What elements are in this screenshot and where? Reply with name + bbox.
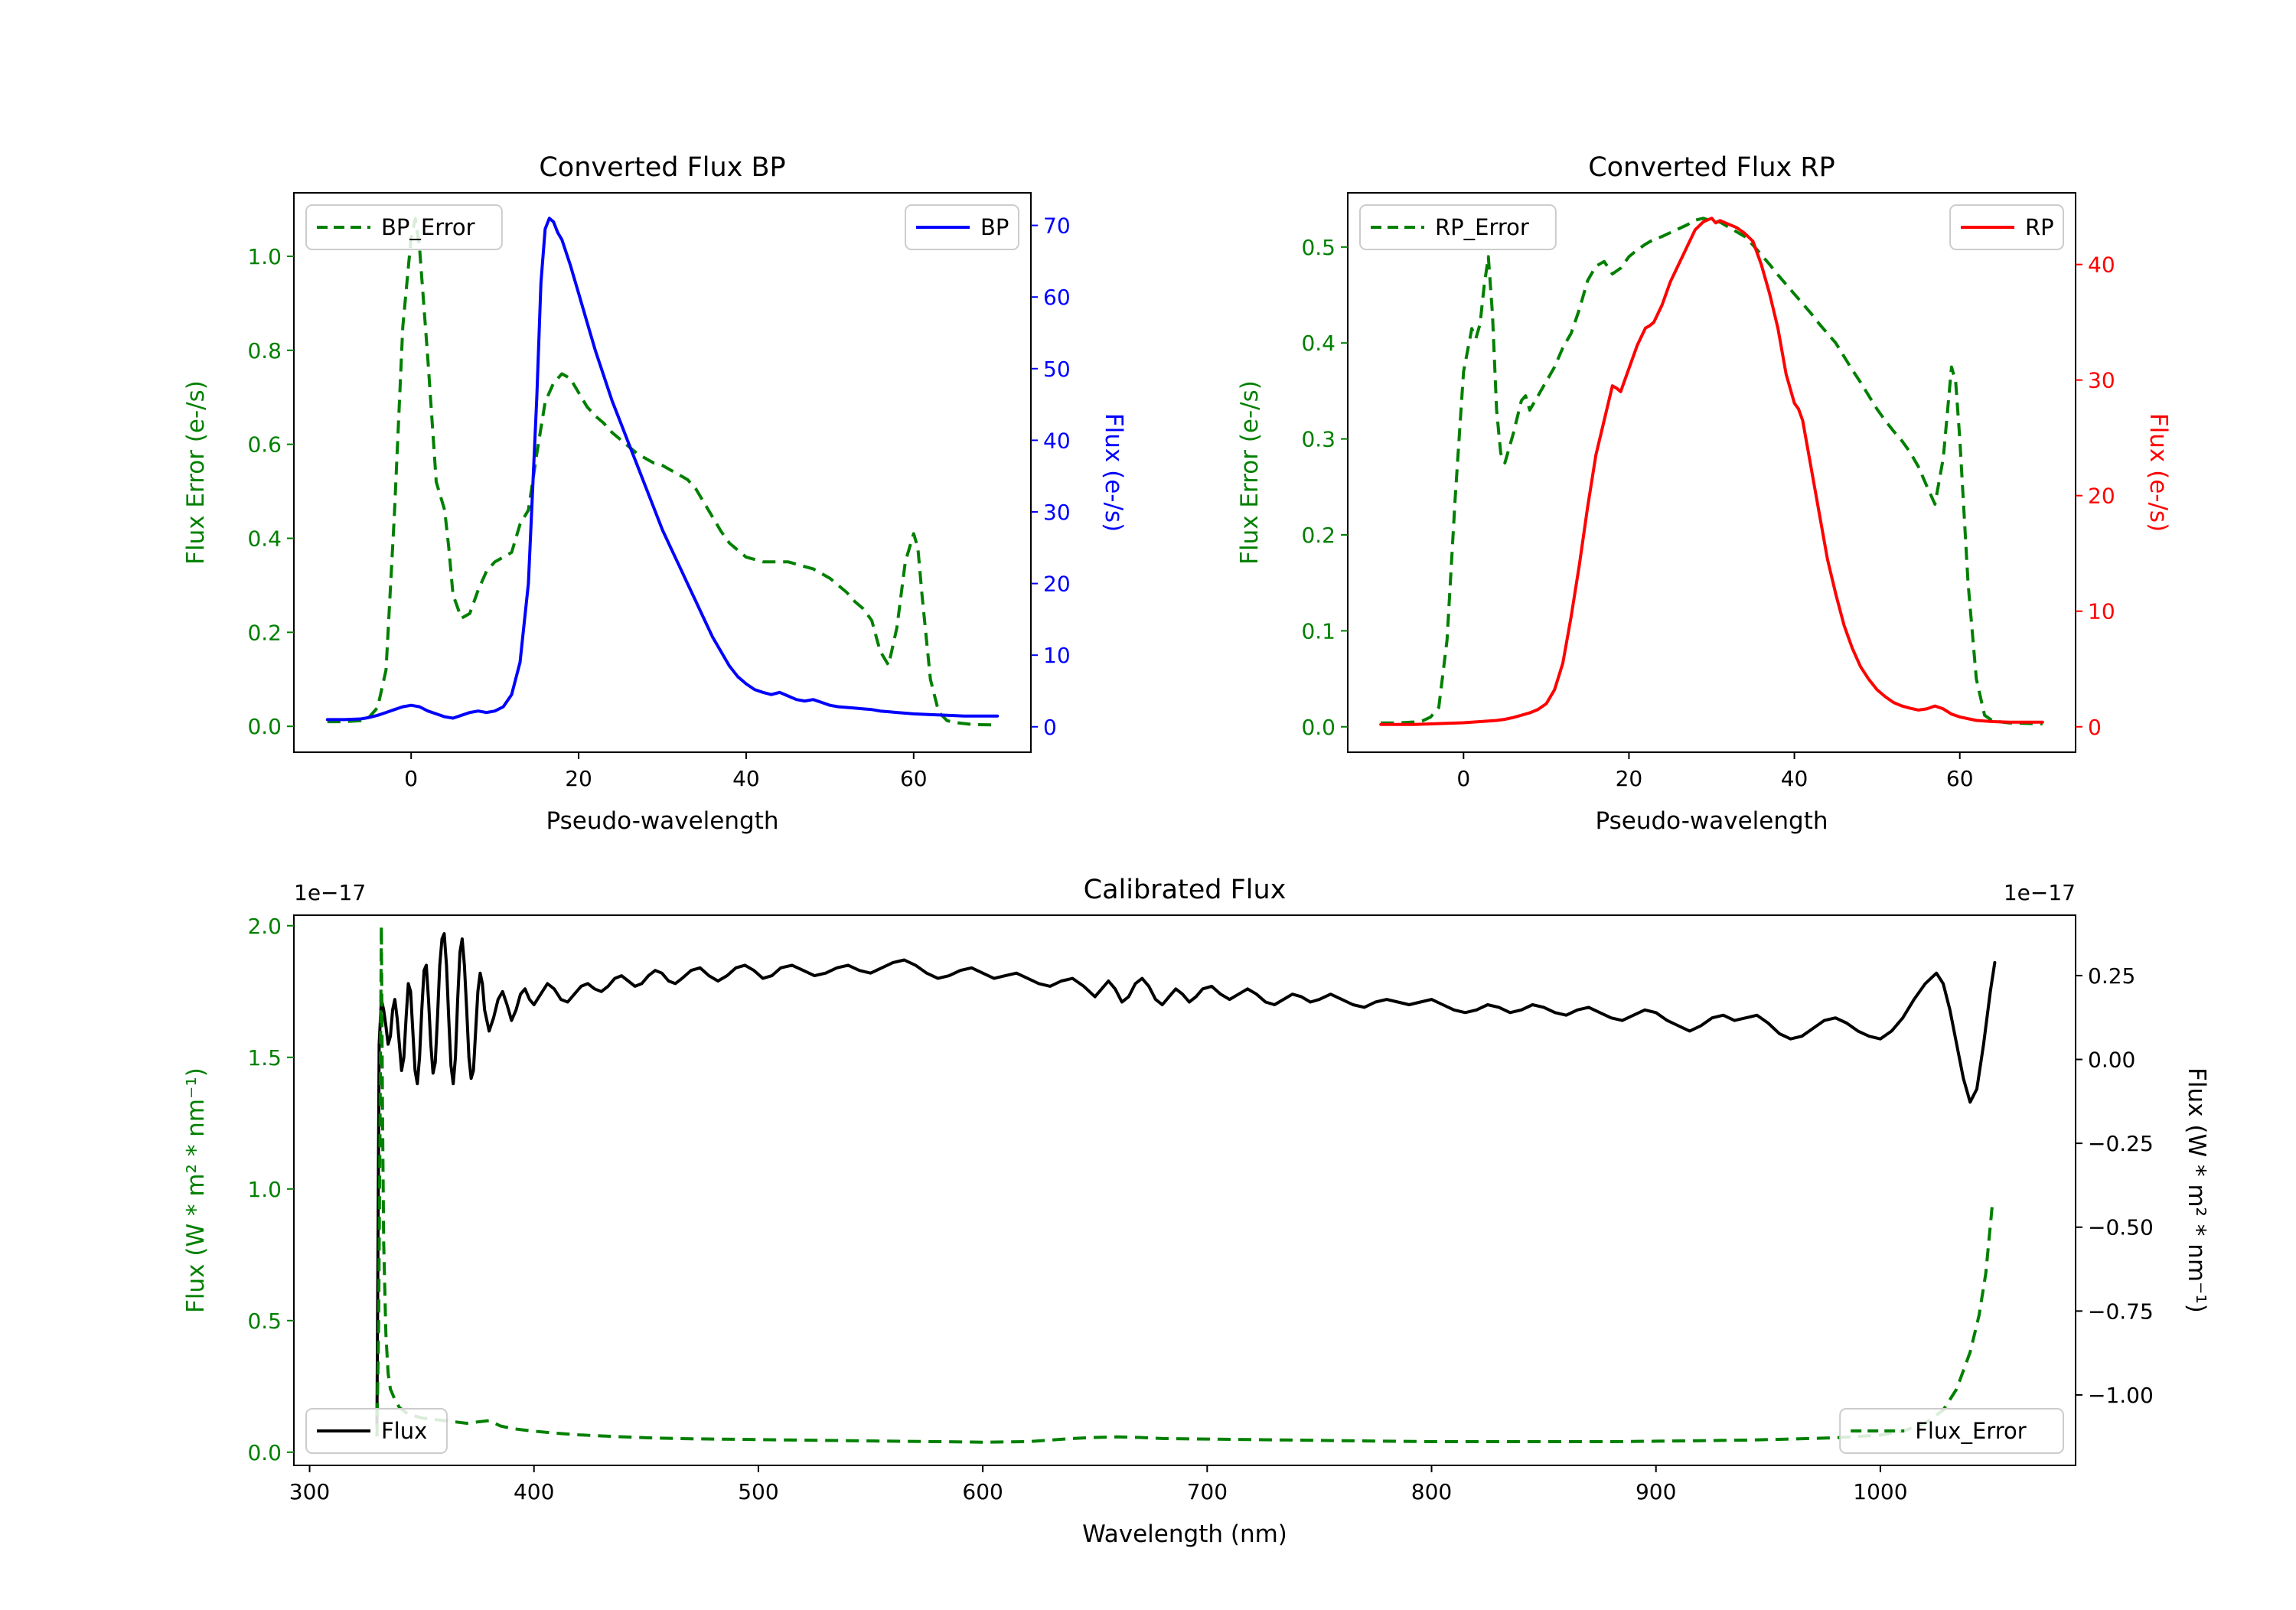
- rp-ylabel-right: Flux (e-/s): [2144, 413, 2172, 532]
- bp-yright-tick-label: 30: [1043, 500, 1071, 525]
- bp-yright-tick-label: 40: [1043, 428, 1071, 453]
- rp-yleft-tick-label: 0.0: [1301, 715, 1336, 740]
- rp-yright-tick-label: 30: [2088, 368, 2115, 393]
- cal-yleft-tick-label: 2.0: [247, 914, 282, 939]
- rp-yright-tick-label: 40: [2088, 253, 2115, 278]
- rp-subplot: Converted Flux RP 0 20 40 60 Pseudo-wavelengt…: [1236, 152, 2172, 835]
- legend-label: BP_Error: [381, 214, 475, 240]
- bp-yleft-tick-label: 0.8: [247, 338, 282, 363]
- cal-yright-tick-label: 0.25: [2088, 963, 2135, 989]
- rp-ylabel-left: Flux Error (e-/s): [1236, 380, 1264, 565]
- cal-x-tick-label: 400: [514, 1479, 554, 1504]
- bp-yleft-tick-label: 0.2: [247, 620, 282, 645]
- legend-frame: [305, 204, 503, 250]
- cal-yleft-tick-label: 0.0: [247, 1440, 282, 1465]
- legend-frame: [1839, 1408, 2064, 1454]
- rp-yright-tick-label: 0: [2088, 715, 2102, 740]
- legend-label: Flux: [381, 1418, 427, 1444]
- cal-x-tick-label: 900: [1636, 1479, 1676, 1504]
- bp-x-tick-label: 20: [565, 766, 592, 791]
- cal-axes-frame: [293, 914, 2076, 1466]
- cal-yright-tick-label: 0.00: [2088, 1048, 2135, 1073]
- rp-yleft-tick-label: 0.3: [1301, 427, 1336, 452]
- bp-yright-tick-label: 70: [1043, 213, 1071, 239]
- cal-x-tick-label: 500: [738, 1479, 778, 1504]
- legend-frame: [305, 1408, 448, 1454]
- bp-yleft-tick-label: 1.0: [247, 244, 282, 269]
- bp-x-tick-label: 60: [900, 766, 928, 791]
- cal-x-tick-label: 1000: [1853, 1479, 1907, 1504]
- cal-yleft-tick-label: 1.0: [247, 1177, 282, 1202]
- rp-x-tick-label: 20: [1616, 766, 1643, 791]
- cal-yleft-tick-label: 1.5: [247, 1045, 282, 1071]
- rp-x-tick-label: 0: [1456, 766, 1470, 791]
- legend-label: RP: [2025, 214, 2054, 240]
- bp-yleft-tick-label: 0.4: [247, 526, 282, 552]
- rp-yleft-tick-label: 0.4: [1301, 331, 1336, 356]
- cal-title: Calibrated Flux: [1084, 875, 1287, 905]
- bp-yleft-tick-label: 0.0: [247, 714, 282, 739]
- bp-ylabel-left: Flux Error (e-/s): [182, 380, 210, 565]
- rp-yleft-tick-label: 0.2: [1301, 523, 1336, 548]
- cal-xlabel: Wavelength (nm): [1082, 1520, 1287, 1548]
- cal-offset-right: 1e−17: [2004, 880, 2076, 905]
- cal-legend-flux_error: Flux_Error: [1839, 1408, 2064, 1454]
- rp-yright-tick-label: 20: [2088, 484, 2115, 509]
- rp-x-tick-label: 60: [1946, 766, 1974, 791]
- cal-x-tick-label: 600: [962, 1479, 1003, 1504]
- bp-legend-bp_error: BP_Error: [305, 204, 503, 250]
- rp-series-rp_error-line: [1381, 217, 2043, 725]
- bp-title: Converted Flux BP: [539, 152, 785, 183]
- rp-legend-rp: RP: [1949, 204, 2065, 250]
- cal-series-flux-line: [375, 932, 1997, 1428]
- rp-yleft-tick-label: 0.1: [1301, 618, 1336, 644]
- rp-x-tick-label: 40: [1781, 766, 1808, 791]
- rp-yleft-tick-label: 0.5: [1301, 235, 1336, 260]
- rp-xlabel: Pseudo-wavelength: [1595, 807, 1828, 835]
- cal-offset-left: 1e−17: [294, 880, 366, 905]
- bp-series-bp_error-line: [327, 217, 998, 727]
- cal-yright-tick-label: −0.50: [2088, 1215, 2154, 1240]
- bp-subplot: Converted Flux BP 0 20 40 60 Pseudo-wavelengt…: [182, 152, 1127, 835]
- cal-x-tick-label: 700: [1187, 1479, 1228, 1504]
- bp-yright-tick-label: 50: [1043, 357, 1071, 382]
- cal-ylabel-right: Flux (W * m² * nm⁻¹): [2183, 1067, 2210, 1313]
- rp-series-rp-line: [1379, 217, 2044, 726]
- bp-yright-tick-label: 20: [1043, 572, 1071, 597]
- rp-legend-rp_error: RP_Error: [1359, 204, 1557, 250]
- legend-frame: [1359, 204, 1557, 250]
- cal-yleft-tick-label: 0.5: [247, 1309, 282, 1334]
- legend-label: Flux_Error: [1915, 1418, 2027, 1444]
- bp-yright-tick-label: 0: [1043, 715, 1057, 740]
- bp-xlabel: Pseudo-wavelength: [546, 807, 778, 835]
- bp-axes-frame: [293, 192, 1032, 753]
- bp-yright-tick-label: 10: [1043, 643, 1071, 668]
- cal-x-tick-label: 800: [1411, 1479, 1452, 1504]
- rp-yright-tick-label: 10: [2088, 599, 2115, 624]
- rp-axes-frame: [1347, 192, 2076, 753]
- bp-ylabel-right: Flux (e-/s): [1100, 413, 1127, 532]
- rp-title: Converted Flux RP: [1588, 152, 1835, 183]
- cal-subplot: Calibrated Flux 300 400 500 600 700 800 900 1000…: [182, 875, 2210, 1548]
- legend-label: RP_Error: [1435, 214, 1529, 240]
- bp-x-tick-label: 0: [404, 766, 418, 791]
- bp-x-tick-label: 40: [732, 766, 760, 791]
- legend-label: BP: [980, 214, 1009, 240]
- cal-yright-tick-label: −1.00: [2088, 1383, 2154, 1408]
- cal-yright-tick-label: −0.75: [2088, 1299, 2154, 1324]
- bp-series-bp-line: [325, 217, 1000, 722]
- bp-yright-tick-label: 60: [1043, 285, 1071, 310]
- cal-legend-flux: Flux: [305, 1408, 448, 1454]
- cal-x-tick-label: 300: [289, 1479, 330, 1504]
- cal-ylabel-left: Flux (W * m² * nm⁻¹): [182, 1067, 210, 1313]
- bp-yleft-tick-label: 0.6: [247, 432, 282, 458]
- cal-yright-tick-label: −0.25: [2088, 1131, 2154, 1156]
- bp-legend-bp: BP: [905, 204, 1020, 250]
